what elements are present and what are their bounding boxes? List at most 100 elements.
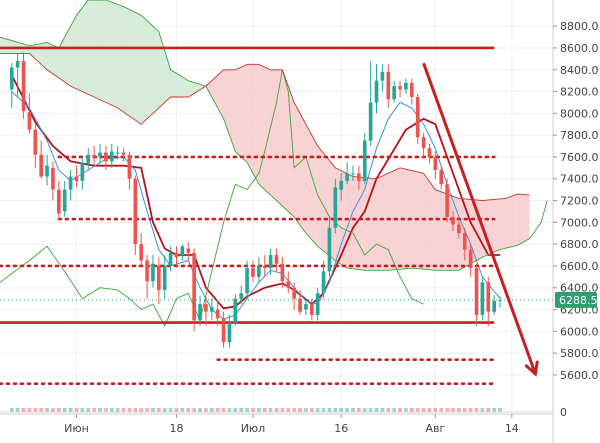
time-tick-label: Июл — [241, 422, 266, 435]
candle-body — [398, 86, 402, 90]
volume-bar — [186, 408, 191, 412]
price-tick-label: 7600.0 — [560, 151, 599, 164]
price-tick-label: 8400.0 — [560, 64, 599, 77]
cloud-segment — [0, 37, 3, 54]
cloud-segment — [64, 31, 68, 85]
volume-bar — [168, 408, 173, 412]
volume-bar — [257, 408, 261, 412]
volume-bar — [45, 408, 49, 412]
candle-body — [133, 178, 138, 245]
time-axis[interactable]: Июн 18 Июл 16 Авг 14 — [0, 413, 553, 435]
volume-bar — [374, 408, 379, 412]
volume-bar — [251, 408, 255, 412]
cloud-segment — [367, 177, 371, 271]
cloud-segment — [164, 50, 168, 103]
volume-axis-label: 0 — [560, 406, 567, 419]
candle-body — [233, 298, 238, 323]
cloud-segment — [355, 176, 359, 270]
price-tick-label: 5800.0 — [560, 347, 599, 360]
volume-bar — [174, 408, 179, 412]
price-tick-label: 8800.0 — [560, 20, 599, 33]
candle-body — [462, 233, 467, 250]
candle-body — [168, 252, 173, 266]
volume-bar — [298, 408, 302, 412]
cloud-segment — [223, 69, 227, 127]
candle-body — [221, 318, 226, 343]
volume-bar — [339, 408, 344, 412]
cloud-segment — [232, 69, 236, 152]
volume-bar — [286, 408, 291, 412]
candle-body — [104, 152, 108, 162]
volume-bar — [204, 408, 208, 412]
candle-body — [274, 255, 279, 264]
candle-body — [280, 263, 285, 282]
candle-body — [262, 265, 267, 269]
cloud-segment — [438, 190, 442, 271]
cloud-segment — [247, 64, 250, 168]
price-axis[interactable]: 8800.0 8600.0 8400.0 8200.0 8000.0 7800.0 7600… — [552, 0, 599, 443]
candle-body — [445, 184, 449, 217]
volume-bar — [486, 408, 491, 412]
candle-body — [27, 112, 32, 130]
cloud-segment — [176, 73, 180, 97]
cloud-segment — [105, 0, 109, 104]
candle-body — [433, 156, 438, 171]
candle-body — [245, 268, 249, 294]
candle-body — [315, 293, 320, 315]
cloud-segment — [132, 10, 136, 121]
volume-bar — [74, 408, 79, 412]
candle-body — [151, 263, 155, 282]
cloud-segment — [511, 195, 515, 247]
volume-bar — [139, 408, 144, 412]
volume-bar — [15, 408, 20, 412]
cloud-segment — [282, 69, 286, 209]
volume-bar — [9, 408, 14, 412]
candle-body — [204, 304, 208, 312]
cloud-segment — [76, 11, 80, 91]
candle-body — [121, 152, 126, 155]
cloud-segment — [61, 37, 65, 82]
cloud-segment — [194, 82, 198, 94]
candle-body — [227, 322, 232, 343]
cloud-segment — [129, 9, 133, 119]
cloud-segment — [432, 185, 436, 271]
trend-arrow — [422, 62, 539, 377]
volume-bar — [215, 408, 220, 412]
volume-bar — [104, 408, 108, 412]
cloud-segment — [429, 181, 433, 270]
cloud-segment — [44, 42, 48, 70]
price-tick-label: 5600.0 — [560, 369, 599, 382]
candle-body — [304, 304, 308, 310]
volume-bar — [398, 408, 402, 412]
volume-bar — [492, 408, 496, 412]
candle-body — [374, 80, 379, 103]
cloud-segment — [150, 23, 153, 117]
price-tick-label: 6600.0 — [560, 260, 599, 273]
cloud-segment — [126, 8, 130, 117]
candle-body — [145, 260, 149, 282]
price-tick-label: 8600.0 — [560, 42, 599, 55]
cloud-segment — [523, 194, 527, 242]
candle-body — [386, 71, 391, 100]
candle-body — [86, 154, 91, 164]
cloud-segment — [58, 42, 62, 80]
cloud-segment — [503, 198, 506, 249]
cloud-segment — [5, 38, 9, 54]
candle-body — [239, 293, 244, 299]
candle-body — [139, 244, 144, 261]
cloud-segment — [114, 3, 118, 108]
cloud-segment — [244, 64, 248, 163]
candle-body — [192, 252, 196, 321]
volume-bar — [427, 408, 432, 412]
candle-body — [57, 189, 61, 214]
volume-bar — [280, 408, 285, 412]
cloud-segment — [361, 177, 365, 271]
cloud-segment — [261, 65, 265, 190]
cloud-segment — [250, 64, 253, 174]
cloud-segment — [220, 69, 224, 119]
candle-body — [380, 71, 385, 81]
candle-body — [62, 189, 67, 212]
cloud-segment — [279, 69, 283, 206]
cloud-segment — [505, 197, 509, 249]
